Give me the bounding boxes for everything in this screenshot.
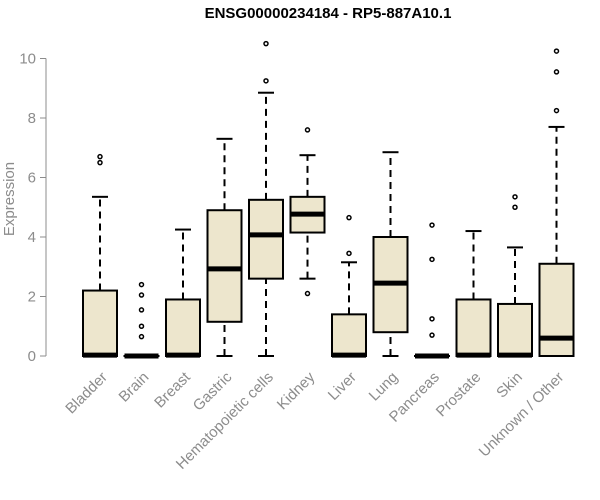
category-label: Bladder: [62, 369, 111, 418]
iqr-box: [538, 262, 575, 357]
box-0: [82, 153, 118, 358]
box-8: [414, 222, 450, 359]
outlier-point: [553, 69, 560, 75]
outlier-point: [346, 214, 352, 221]
category-label: Breast: [151, 368, 194, 411]
y-axis: 0 2 4 6 8 10: [19, 51, 47, 365]
iqr-box: [455, 298, 492, 358]
box-11: [538, 48, 575, 357]
outlier-point: [346, 250, 352, 257]
outlier-point: [553, 107, 560, 114]
y-tick-label: 2: [28, 289, 36, 306]
outlier-point: [97, 153, 103, 160]
box-2: [165, 228, 201, 358]
box-10: [497, 194, 533, 358]
iqr-box: [206, 209, 243, 323]
box-4: [248, 40, 284, 357]
y-tick-label: 6: [28, 170, 36, 187]
outlier-point: [429, 256, 435, 263]
outlier-point: [138, 281, 145, 288]
iqr-box: [331, 313, 367, 358]
category-label: Kidney: [274, 368, 319, 413]
outlier-point: [97, 159, 103, 166]
outlier-point: [429, 332, 435, 338]
y-tick-label: 8: [28, 110, 36, 127]
category-label: Prostate: [433, 369, 485, 421]
outlier-point: [512, 194, 518, 200]
iqr-box: [82, 289, 118, 357]
box-1: [123, 281, 160, 359]
y-tick-label: 4: [28, 229, 36, 246]
outlier-point: [263, 78, 269, 84]
boxes: [82, 40, 575, 359]
iqr-box: [497, 302, 533, 357]
box-9: [455, 230, 492, 358]
box-5: [289, 127, 326, 297]
y-axis-label: Expression: [1, 162, 18, 236]
iqr-box: [248, 198, 284, 280]
outlier-point: [263, 40, 269, 47]
box-7: [372, 151, 409, 357]
outlier-point: [553, 48, 560, 54]
chart-title: ENSG00000234184 - RP5-887A10.1: [204, 5, 452, 22]
outlier-point: [304, 127, 311, 133]
outlier-point: [138, 307, 145, 313]
outlier-point: [138, 292, 145, 298]
outlier-point: [429, 222, 435, 228]
category-label: Skin: [493, 369, 526, 402]
y-tick-label: 0: [28, 348, 36, 365]
outlier-point: [138, 323, 145, 329]
y-tick-label: 10: [19, 51, 36, 68]
category-label: Liver: [325, 369, 360, 404]
category-label: Lung: [366, 369, 402, 405]
box-3: [206, 137, 243, 357]
outlier-point: [429, 316, 435, 322]
iqr-box: [165, 298, 201, 358]
outlier-point: [512, 204, 518, 210]
box-6: [331, 214, 367, 358]
outlier-point: [138, 333, 145, 340]
category-label: Brain: [116, 369, 153, 406]
outlier-point: [304, 290, 311, 297]
